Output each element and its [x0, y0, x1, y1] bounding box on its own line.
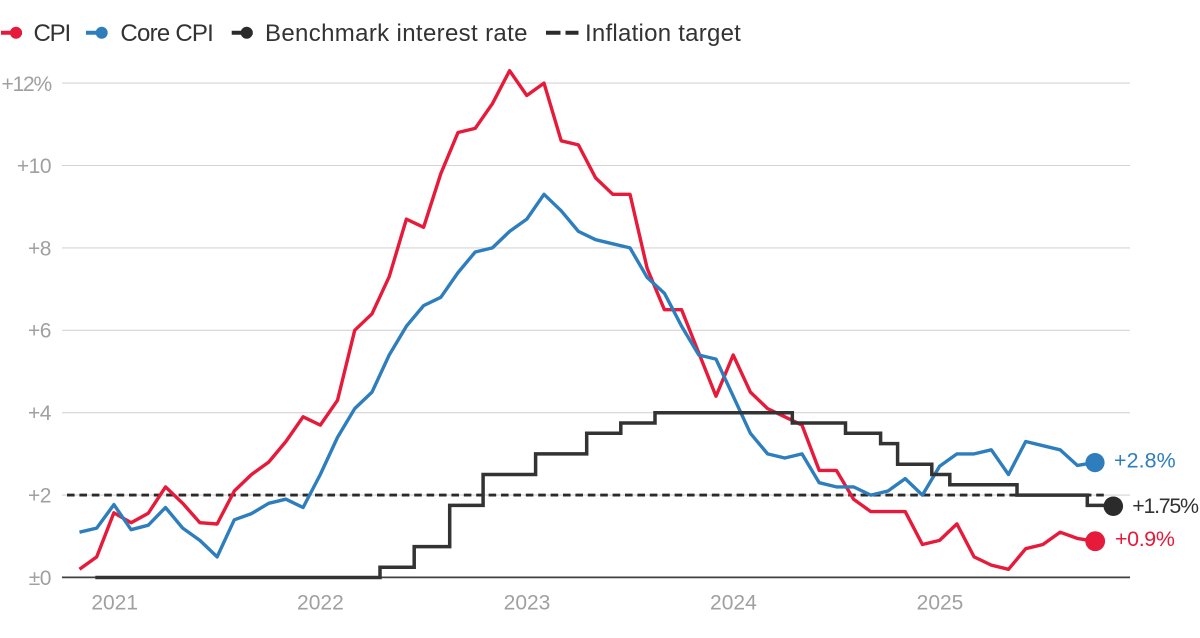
svg-text:+1.75%: +1.75% — [1132, 494, 1199, 518]
svg-text:2021: 2021 — [91, 592, 138, 615]
svg-text:+12%: +12% — [2, 73, 52, 96]
svg-text:2025: 2025 — [917, 592, 964, 615]
svg-text:+6: +6 — [28, 320, 51, 343]
svg-text:2023: 2023 — [504, 592, 551, 615]
svg-text:CPI: CPI — [34, 20, 70, 47]
svg-text:2024: 2024 — [710, 592, 757, 615]
svg-text:+8: +8 — [28, 237, 51, 260]
svg-text:2022: 2022 — [297, 592, 344, 615]
svg-text:±0: ±0 — [29, 567, 51, 590]
svg-text:Core CPI: Core CPI — [120, 20, 213, 47]
svg-text:Inflation target: Inflation target — [585, 20, 741, 47]
svg-text:Benchmark interest rate: Benchmark interest rate — [265, 20, 528, 47]
svg-text:+4: +4 — [28, 402, 52, 425]
svg-text:+2.8%: +2.8% — [1114, 448, 1176, 472]
svg-text:+2: +2 — [28, 485, 51, 508]
svg-text:+0.9%: +0.9% — [1115, 527, 1175, 551]
svg-text:+10: +10 — [17, 155, 51, 178]
